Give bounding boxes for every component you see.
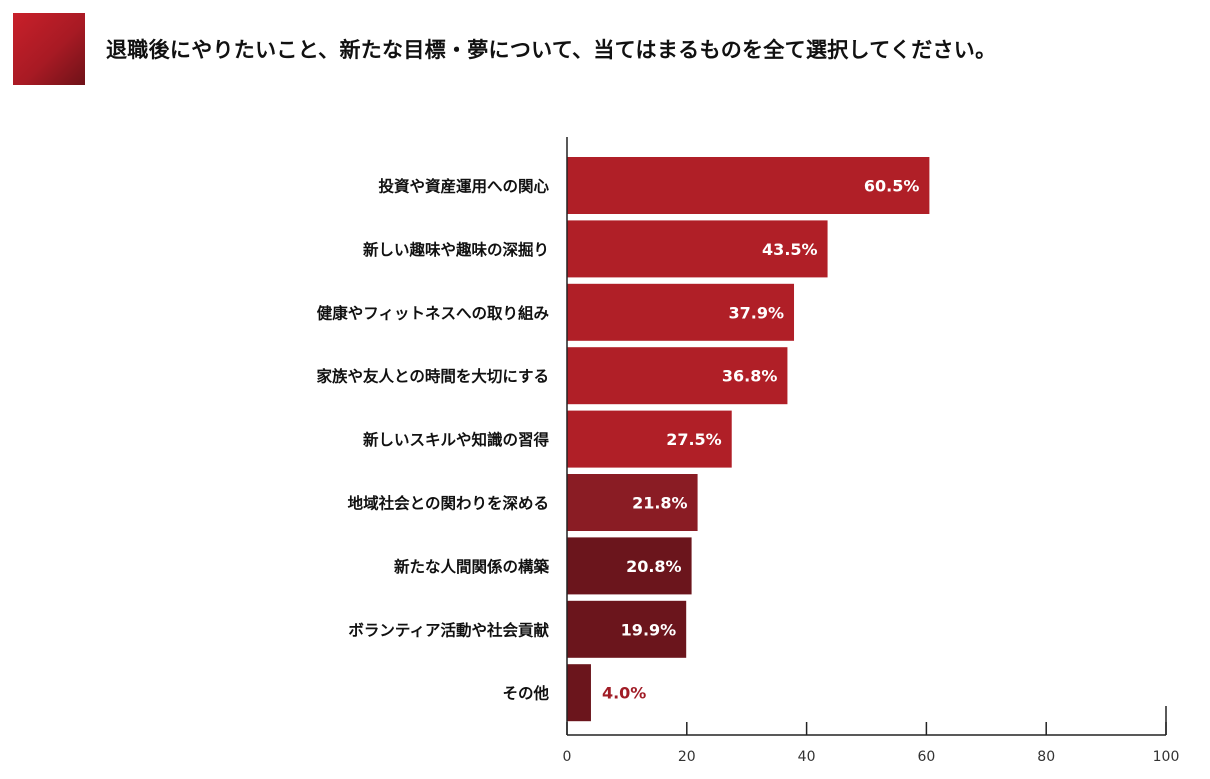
- bar-4: [567, 347, 788, 405]
- title-accent-square: [13, 13, 85, 85]
- category-label: ボランティア活動や社会貢献: [348, 620, 549, 639]
- value-label: 37.9%: [729, 303, 785, 322]
- bar-7: [567, 537, 692, 595]
- bar-9: [567, 664, 591, 722]
- x-tick-label: 0: [563, 749, 572, 765]
- value-label: 36.8%: [722, 367, 778, 386]
- x-tick-label: 100: [1153, 749, 1180, 765]
- value-label: 27.5%: [666, 430, 722, 449]
- category-label: 地域社会との関わりを深める: [348, 494, 549, 513]
- category-label: 家族や友人との時間を大切にする: [316, 367, 549, 386]
- category-label: その他: [502, 684, 549, 703]
- value-label: 60.5%: [864, 177, 920, 196]
- x-tick-label: 20: [678, 749, 696, 765]
- bar-2: [567, 220, 828, 278]
- value-label: 20.8%: [626, 557, 682, 576]
- bar-1: [567, 157, 930, 214]
- bar-3: [567, 283, 795, 341]
- x-tick-label: 40: [798, 749, 816, 765]
- bar-8: [567, 600, 687, 658]
- value-label: 19.9%: [621, 620, 677, 639]
- x-tick-label: 80: [1037, 749, 1055, 765]
- category-label: 健康やフィットネスへの取り組み: [317, 303, 550, 322]
- page-title: 退職後にやりたいこと、新たな目標・夢について、当てはまるものを全て選択してくださ…: [106, 38, 997, 62]
- category-label: 新たな人間関係の構築: [394, 557, 550, 576]
- category-label: 新しい趣味や趣味の深掘り: [363, 240, 549, 259]
- category-label: 新しいスキルや知識の習得: [363, 430, 550, 449]
- category-label: 投資や資産運用への関心: [378, 177, 549, 196]
- x-tick-label: 60: [917, 749, 935, 765]
- value-label: 43.5%: [762, 240, 818, 259]
- bar-5: [567, 410, 732, 468]
- bar-6: [567, 474, 698, 531]
- value-label: 4.0%: [602, 684, 646, 703]
- value-label: 21.8%: [632, 494, 688, 513]
